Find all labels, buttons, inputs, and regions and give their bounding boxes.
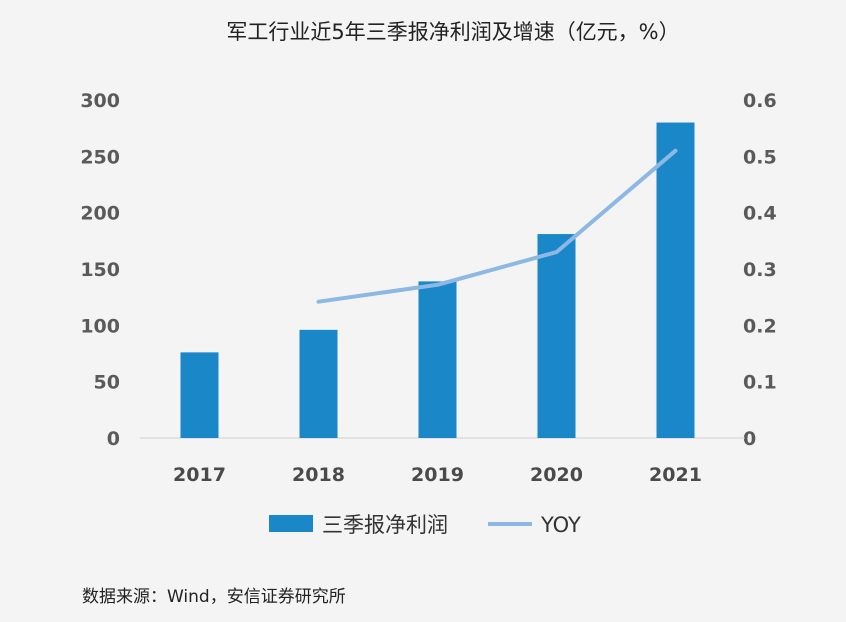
x-tick-label: 2019 [411,464,464,486]
bar-series [180,122,695,439]
legend-swatch-bar [269,515,313,532]
bar [180,352,219,438]
y2-tick-label: 0.4 [743,203,777,225]
x-tick-label: 2017 [173,464,226,486]
chart-title: 军工行业近5年三季报净利润及增速（亿元，%） [226,20,679,44]
yoy-line-path [316,148,678,304]
bar [537,234,576,438]
y-tick-label: 0 [107,428,120,450]
y-tick-label: 50 [94,372,120,394]
y-tick-label: 100 [80,315,120,337]
y2-tick-label: 0.1 [743,372,777,394]
bar [656,122,695,439]
x-axis: 2017 2018 2019 2020 2021 [173,464,702,486]
y2-tick-label: 0.5 [743,146,777,168]
legend-label-bar: 三季报净利润 [322,513,448,537]
y2-tick-label: 0.3 [743,259,777,281]
legend: 三季报净利润 YOY [269,513,581,537]
y-axis-left: 0 50 100 150 200 250 300 [80,90,120,450]
y-axis-right: 0 0.1 0.2 0.3 0.4 0.5 0.6 [743,90,777,450]
y-tick-label: 200 [80,203,120,225]
bar [418,281,457,438]
x-tick-label: 2020 [530,464,583,486]
x-tick-label: 2021 [649,464,702,486]
source-note: 数据来源：Wind，安信证券研究所 [82,587,346,607]
legend-label-line: YOY [540,513,581,537]
y-tick-label: 150 [80,259,120,281]
y2-tick-label: 0.6 [743,90,777,112]
y2-tick-label: 0 [743,428,756,450]
y-tick-label: 300 [80,90,120,112]
x-tick-label: 2018 [292,464,345,486]
y-tick-label: 250 [80,146,120,168]
bar [299,329,338,438]
y2-tick-label: 0.2 [743,315,777,337]
line-series [316,148,678,304]
